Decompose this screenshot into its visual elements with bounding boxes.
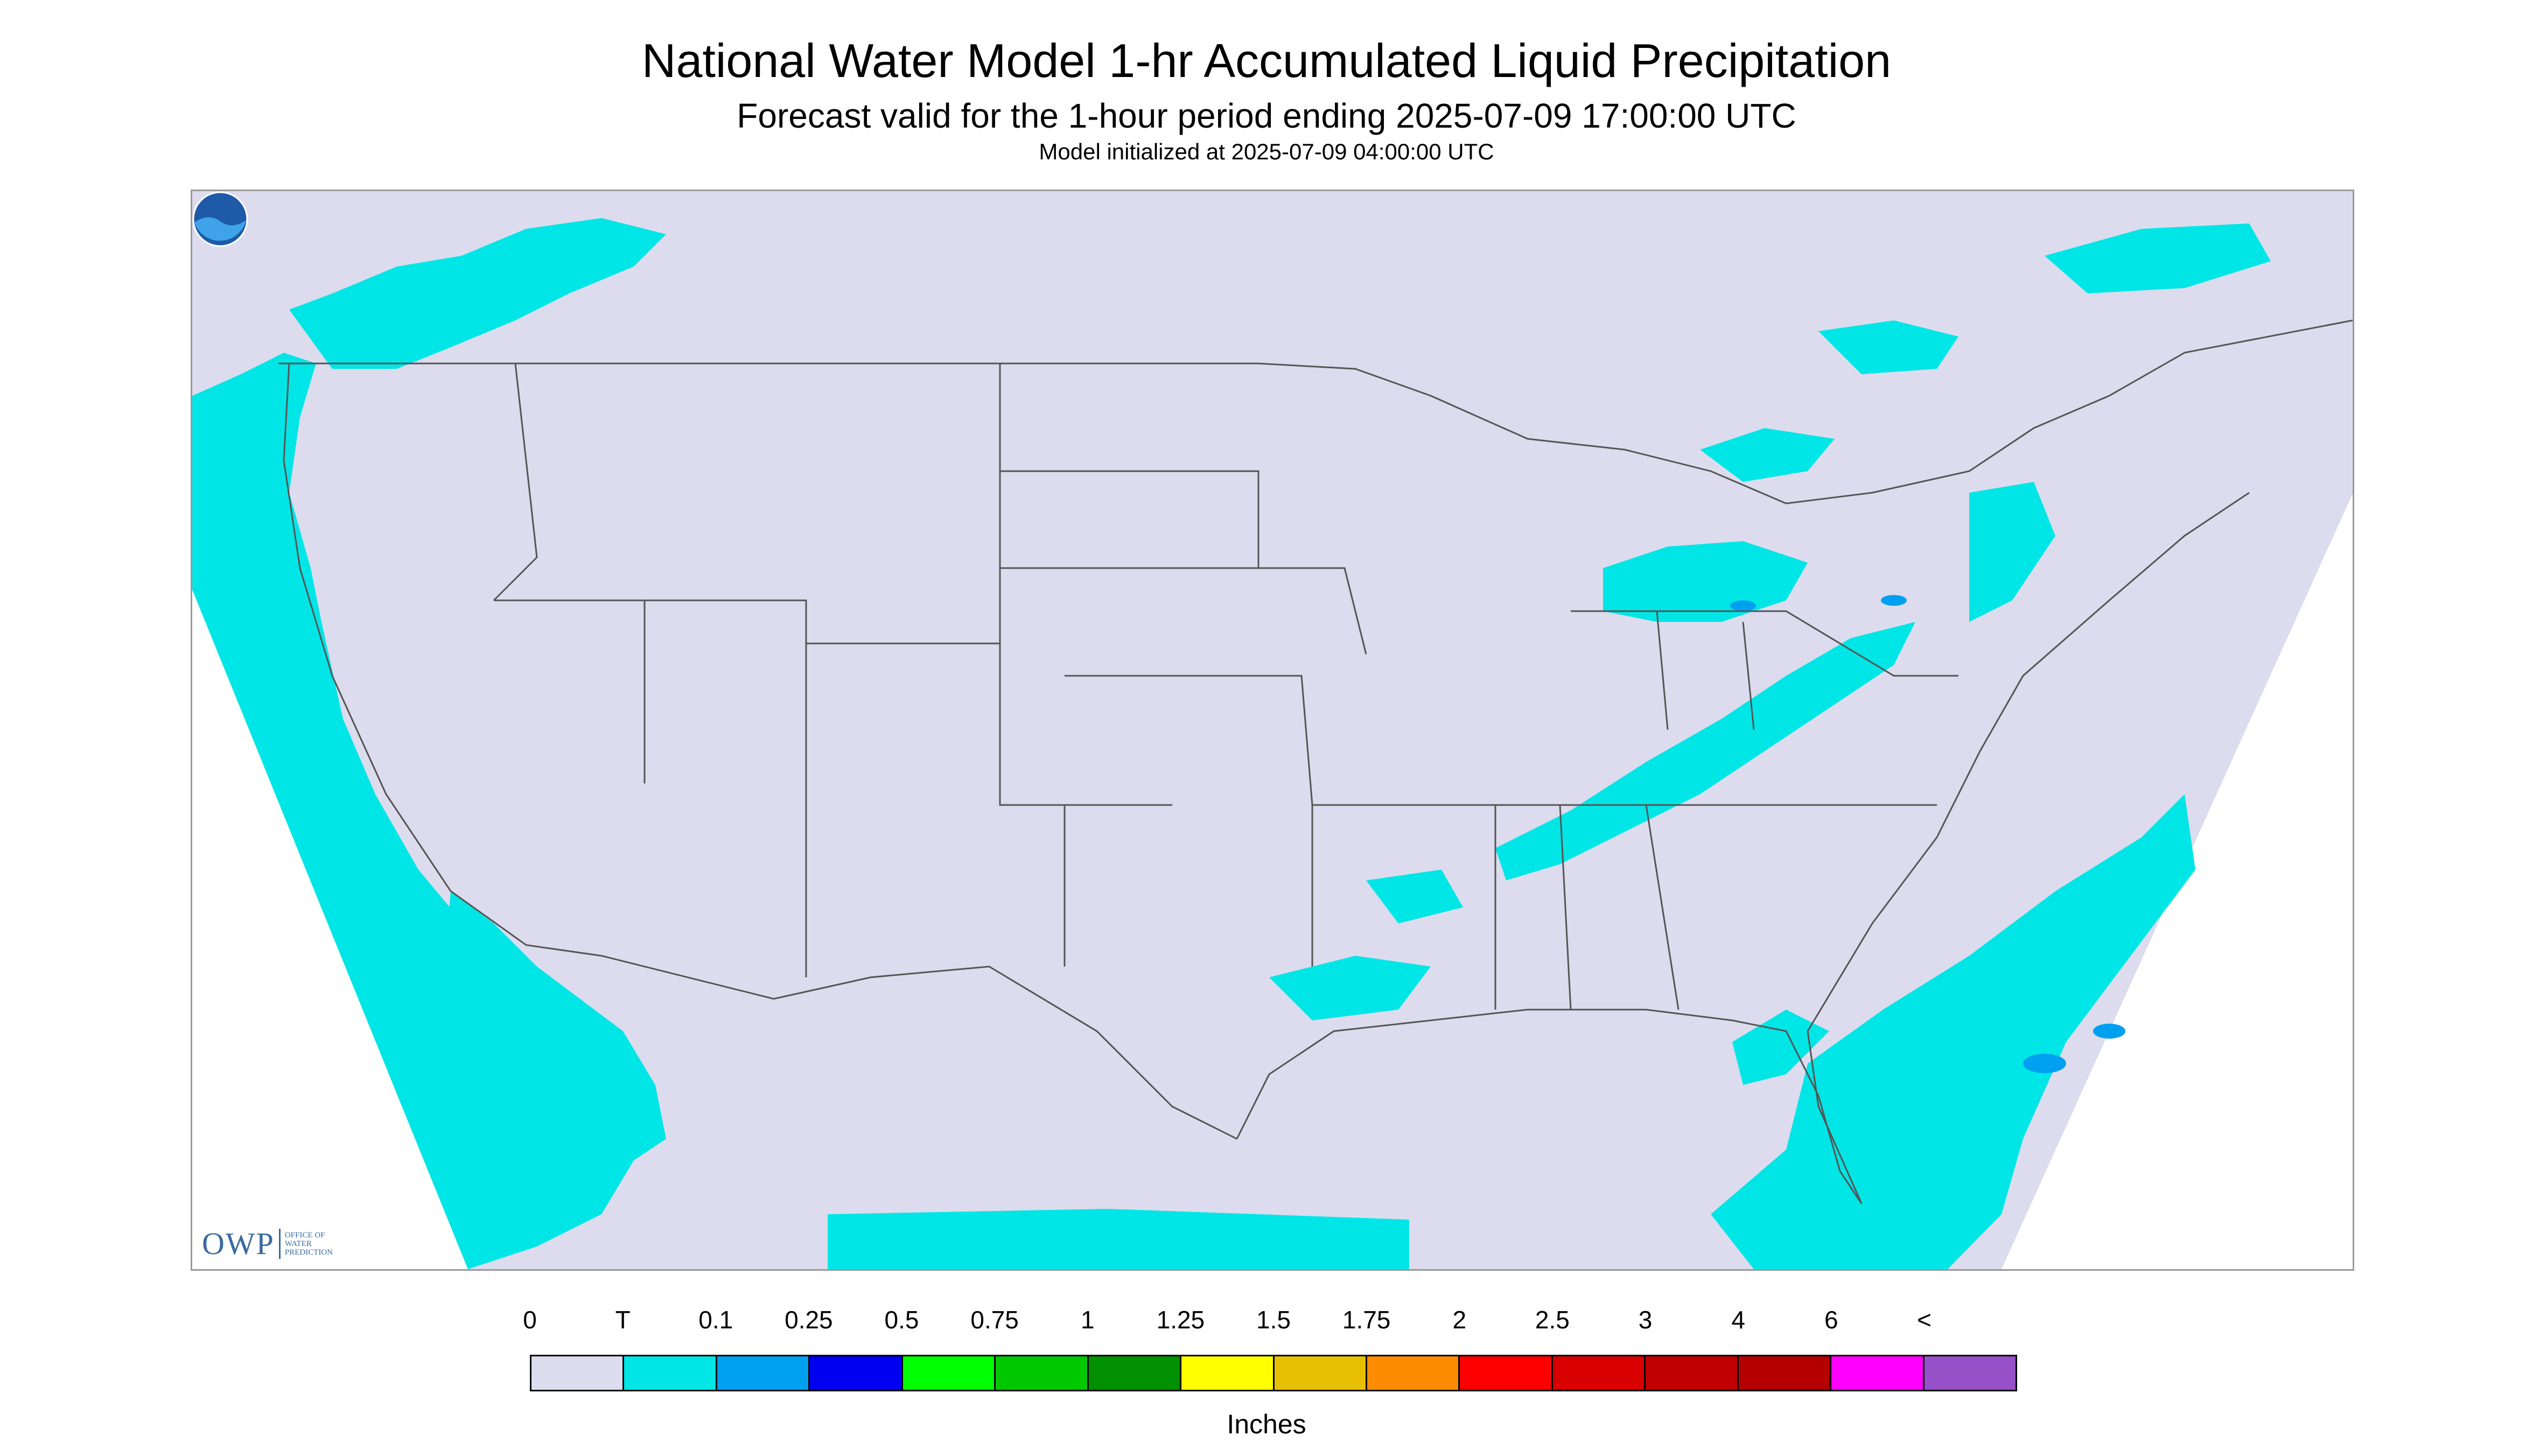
legend-units: Inches — [1227, 1409, 1306, 1439]
precip-cell — [1730, 600, 1756, 611]
state-line — [1742, 621, 1755, 730]
state-line — [1000, 567, 1367, 655]
legend-tick-label: 0.25 — [785, 1306, 833, 1334]
precip-cell — [2093, 1024, 2125, 1039]
owp-subtext-line: OFFICE OF — [284, 1230, 325, 1240]
us-mexico-border — [601, 955, 1237, 1140]
legend-swatch — [1646, 1356, 1739, 1390]
owp-logo: OWP OFFICE OF WATER PREDICTION — [202, 1226, 333, 1262]
legend-labels: 0 T 0.1 0.25 0.5 0.75 1 1.25 1.5 1.75 2 2.5 3 4 6 < — [0, 1305, 2533, 1338]
pacific-southern-precip — [828, 1209, 1409, 1269]
legend-tick-label: 1.25 — [1156, 1306, 1205, 1334]
model-init-line: Model initialized at 2025-07-09 04:00:00… — [1039, 139, 1494, 164]
legend-tick-label: 3 — [1638, 1306, 1653, 1334]
owp-logo-divider — [278, 1228, 281, 1259]
legend-tick-label: 0.1 — [698, 1306, 733, 1334]
mississippi-precip — [1366, 870, 1463, 923]
legend-swatch — [1831, 1356, 1925, 1390]
legend-swatch — [1274, 1356, 1367, 1390]
canada-us-border — [278, 319, 2353, 505]
us-pacific-coastline — [283, 363, 602, 957]
gulf-coast-precip — [1269, 956, 1431, 1020]
legend-tick-label: 0.75 — [970, 1306, 1019, 1334]
precip-cell — [2023, 1054, 2066, 1073]
legend-swatch — [810, 1356, 903, 1390]
owp-subtext-line: PREDICTION — [284, 1248, 333, 1257]
us-atlantic-coastline — [1807, 492, 2250, 1204]
legend-tick-label: 0 — [523, 1306, 537, 1334]
legend-swatch — [1367, 1356, 1460, 1390]
legend-tick-label: T — [615, 1306, 631, 1334]
forecast-valid-subtitle: Forecast valid for the 1-hour period end… — [737, 96, 1796, 135]
legend-swatch — [1088, 1356, 1182, 1390]
boundaries — [278, 319, 2353, 1204]
legend-colorbar — [530, 1355, 2017, 1391]
state-line — [1000, 470, 1259, 568]
legend-tick-label: 2.5 — [1535, 1306, 1570, 1334]
legend-swatch — [531, 1356, 625, 1390]
precipitation-map: OWP OFFICE OF WATER PREDICTION — [191, 190, 2354, 1271]
precip-cell — [1881, 595, 1907, 606]
legend-tick-label: < — [1916, 1306, 1932, 1334]
quebec-precip-2 — [2045, 223, 2271, 293]
legend-swatch — [717, 1356, 810, 1390]
legend-swatch — [624, 1356, 717, 1390]
legend-tick-label: 2 — [1452, 1306, 1467, 1334]
precip-areas — [192, 218, 2271, 1269]
noaa-logo — [192, 191, 248, 247]
map-canvas — [192, 191, 2353, 1269]
state-line — [1559, 804, 1572, 1010]
heavier-precip-cells — [1730, 595, 2125, 1073]
quebec-precip-1 — [1818, 320, 1958, 374]
legend-swatch — [1181, 1356, 1275, 1390]
legend-tick-label: 1.75 — [1342, 1306, 1391, 1334]
legend-swatch — [1924, 1356, 2016, 1390]
legend-swatch — [1738, 1356, 1832, 1390]
legend-tick-label: 6 — [1824, 1306, 1838, 1334]
legend-swatch — [996, 1356, 1089, 1390]
ohio-valley-precip-band — [1495, 622, 1915, 880]
great-lakes-precip — [1603, 541, 1808, 622]
legend-swatch — [1552, 1356, 1646, 1390]
state-line — [1065, 675, 1495, 806]
legend-swatch — [902, 1356, 996, 1390]
legend-tick-label: 1 — [1080, 1306, 1095, 1334]
map-title: National Water Model 1-hr Accumulated Li… — [641, 34, 1892, 87]
northeast-precip — [1969, 482, 2055, 622]
state-line — [1656, 611, 1669, 730]
atlantic-precip-band — [1711, 794, 2195, 1269]
state-line — [806, 642, 1172, 806]
pacific-northwest-precip — [289, 218, 666, 369]
legend-swatch — [1460, 1356, 1553, 1390]
state-line — [645, 599, 807, 977]
legend-tick-label: 4 — [1731, 1306, 1745, 1334]
owp-logo-text: OWP — [202, 1226, 275, 1261]
ontario-precip — [1700, 428, 1835, 482]
baja-coastal-precip — [445, 891, 666, 1160]
state-line — [1571, 610, 1958, 677]
state-line — [493, 363, 538, 601]
southeast-coast-precip — [1732, 1010, 1829, 1085]
owp-logo-subtext: OFFICE OF WATER PREDICTION — [285, 1231, 333, 1257]
owp-subtext-line: WATER — [284, 1239, 312, 1248]
legend-tick-label: 0.5 — [884, 1306, 919, 1334]
state-line — [1645, 804, 1680, 1010]
legend-tick-label: 1.5 — [1256, 1306, 1291, 1334]
